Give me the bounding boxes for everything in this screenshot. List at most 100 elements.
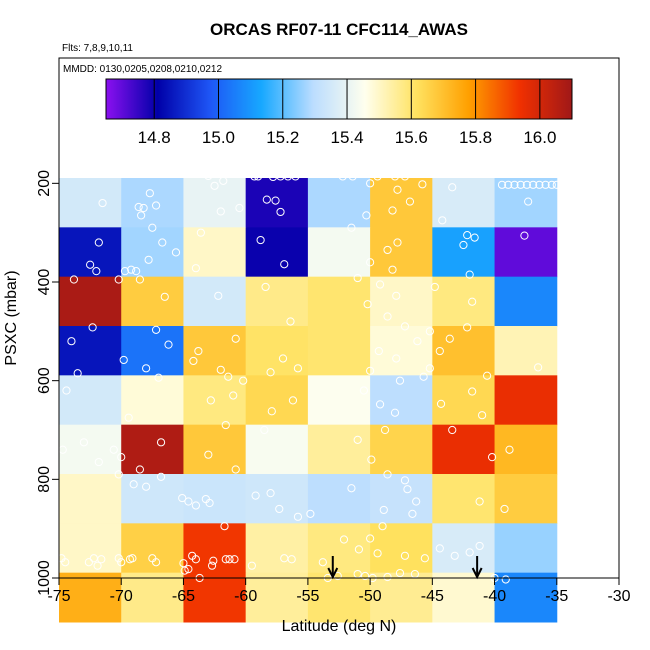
sample-point	[367, 455, 376, 464]
heatmap-cell	[370, 523, 433, 574]
heatmap-cell	[432, 523, 496, 574]
sample-point	[420, 554, 429, 563]
sample-point	[361, 571, 370, 581]
sample-point	[366, 366, 375, 375]
sample-point	[468, 387, 477, 396]
sample-point	[262, 195, 271, 204]
x-tick-label: -40	[483, 588, 506, 605]
sample-point	[114, 275, 123, 284]
heatmap-cell	[59, 227, 122, 278]
heatmap-cell	[59, 178, 122, 228]
heatmap-cell	[370, 326, 433, 376]
sample-point	[366, 179, 375, 188]
sample-point	[84, 558, 93, 567]
arrow-marker-head	[471, 567, 483, 580]
heatmap-cell	[432, 424, 496, 475]
sample-point	[400, 476, 410, 485]
sample-point	[487, 453, 497, 462]
sample-point	[497, 180, 507, 189]
heatmap-cell	[121, 572, 184, 623]
sample-point	[93, 561, 102, 570]
sample-point	[524, 197, 533, 206]
sample-point	[286, 317, 295, 326]
sample-point	[132, 267, 141, 276]
sample-point	[392, 354, 401, 363]
sample-point	[154, 373, 163, 382]
sample-point	[125, 555, 135, 564]
sample-point	[191, 264, 200, 273]
sample-point	[127, 265, 136, 274]
sample-point	[366, 258, 375, 267]
heatmap-cell	[183, 572, 247, 623]
heatmap-cell	[183, 227, 247, 278]
sample-point	[62, 386, 71, 395]
sample-point	[142, 364, 151, 373]
sample-point	[510, 180, 519, 189]
sample-point	[79, 438, 88, 447]
sample-point	[552, 180, 561, 189]
sample-point	[134, 202, 143, 212]
sample-point	[88, 323, 97, 332]
dates-label: MMDD: 0130,0205,0208,0210,0212	[63, 64, 222, 75]
sample-point	[435, 544, 444, 553]
sample-point	[293, 512, 303, 521]
sample-point	[210, 181, 219, 190]
x-axis: -75 -70 -65 -60 -55 -50 -45 -40 -35 -30	[47, 578, 631, 605]
sample-point	[353, 273, 362, 283]
sample-point	[347, 484, 356, 493]
heatmap-cell	[494, 276, 558, 327]
sample-point	[156, 472, 166, 481]
heatmap-cell	[432, 276, 496, 327]
x-tick-label: -70	[110, 588, 133, 605]
colorbar-swatch	[105, 78, 573, 120]
heatmap-cell	[370, 424, 433, 475]
y-tick-label: 800	[36, 466, 53, 493]
sample-point	[135, 275, 144, 284]
sample-point	[204, 171, 213, 181]
sample-point	[137, 211, 146, 220]
y-tick-label: 1000	[36, 560, 53, 596]
sample-point	[366, 534, 375, 543]
arrow-markers	[327, 556, 483, 580]
sample-point	[114, 554, 123, 563]
heatmap-cell	[183, 326, 247, 376]
colorbar: 14.8 15.0 15.2 15.4 15.6 15.8 16.0	[105, 78, 573, 147]
sample-point	[363, 300, 372, 309]
heatmap-cells	[59, 178, 558, 623]
heatmap-cell	[245, 276, 309, 327]
sample-point	[260, 425, 269, 435]
sample-point	[280, 260, 289, 269]
sample-point	[520, 231, 529, 240]
sample-point	[463, 323, 472, 332]
heatmap-cell	[307, 178, 371, 228]
sample-point	[374, 346, 383, 356]
sample-point	[425, 364, 434, 373]
sample-point	[124, 413, 133, 422]
sample-point	[348, 172, 357, 181]
sample-point	[390, 172, 400, 181]
sample-point	[94, 457, 103, 467]
sample-point	[450, 551, 459, 560]
sample-point	[383, 572, 392, 582]
sample-point	[318, 558, 327, 567]
sample-point	[378, 522, 387, 531]
heatmap-cell	[494, 523, 558, 574]
sample-point	[145, 189, 154, 198]
flights-label: Flts: 7,8,9,10,11	[62, 43, 133, 54]
sample-point	[362, 211, 371, 220]
sample-point	[445, 334, 454, 343]
colorbar-ticks: 14.8 15.0 15.2 15.4 15.6 15.8 16.0	[138, 79, 556, 147]
x-axis-label: Latitude (deg N)	[282, 618, 397, 635]
sample-point	[194, 346, 203, 356]
sample-point	[204, 450, 213, 459]
sample-point	[339, 535, 349, 544]
sample-point	[209, 556, 218, 565]
sample-point	[383, 312, 392, 321]
sample-point	[266, 368, 275, 377]
heatmap-cell	[370, 276, 433, 327]
sample-point	[225, 555, 234, 564]
heatmap-cell	[245, 326, 309, 376]
heatmap-cell	[494, 572, 558, 623]
sample-point	[179, 559, 188, 568]
sample-point	[430, 282, 439, 292]
